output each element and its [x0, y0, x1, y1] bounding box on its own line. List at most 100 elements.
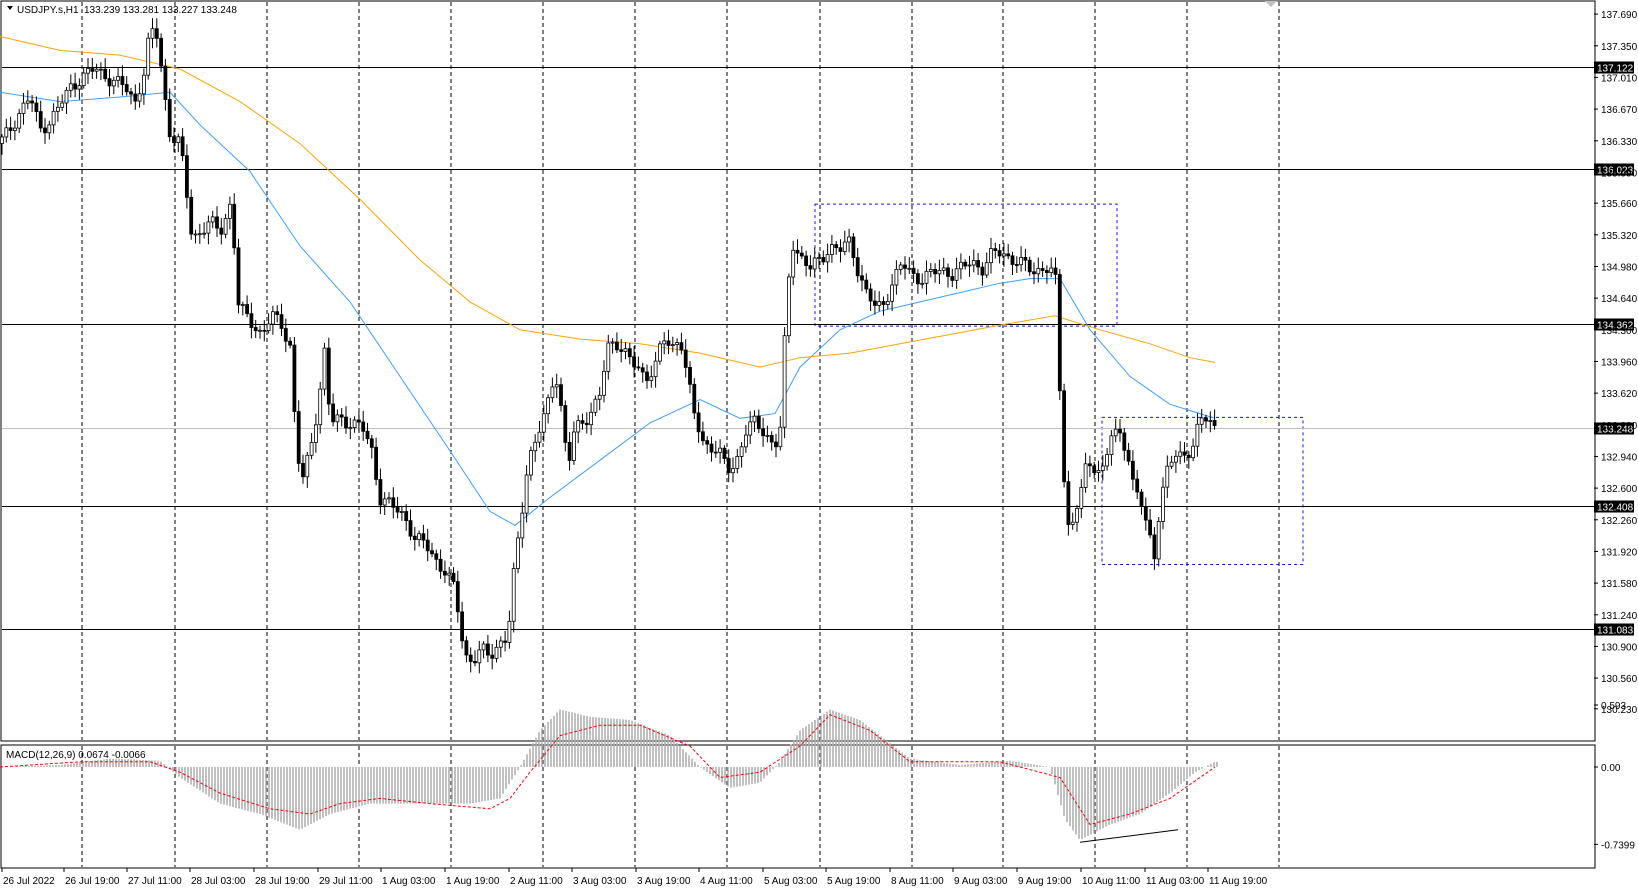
- candle-body: [563, 405, 568, 443]
- candle-body: [60, 102, 65, 108]
- time-grid: [81, 2, 1280, 867]
- candle-body: [610, 341, 615, 344]
- candle-body: [503, 640, 508, 643]
- candle-body: [670, 344, 675, 347]
- shift-marker-icon[interactable]: [1265, 1, 1277, 7]
- candle-body: [1178, 451, 1183, 457]
- candle-body: [301, 462, 305, 478]
- candle-body: [541, 413, 546, 433]
- candle-body: [34, 102, 39, 113]
- time-tick-label: 5 Aug 19:00: [827, 876, 881, 887]
- price-tick-label: 133.620: [1601, 389, 1638, 400]
- macd-panel-frame: [0, 744, 1596, 869]
- candle-body: [498, 640, 503, 648]
- candle-body: [593, 398, 598, 413]
- candle-body: [1057, 274, 1062, 392]
- candle-body: [1182, 451, 1187, 456]
- candle-body: [219, 227, 224, 235]
- candle-body: [378, 479, 383, 506]
- time-tick-label: 28 Jul 19:00: [255, 876, 310, 887]
- candle-body: [1148, 519, 1152, 536]
- candle-body: [744, 434, 748, 448]
- candle-body: [47, 124, 52, 134]
- candle-body: [825, 254, 830, 263]
- price-level-label: 134.362: [1597, 321, 1634, 332]
- candle-body: [765, 434, 770, 437]
- candle-body: [589, 411, 593, 426]
- candle-body: [615, 341, 619, 351]
- candle-body: [782, 335, 787, 428]
- candle-body: [1204, 417, 1208, 422]
- candle-body: [1036, 268, 1041, 275]
- candle-body: [1208, 420, 1213, 422]
- candle-body: [184, 155, 189, 198]
- candle-body: [51, 110, 56, 126]
- time-tick-label: 9 Aug 19:00: [1018, 876, 1072, 887]
- candle-body: [907, 267, 912, 270]
- candle-body: [1212, 420, 1217, 426]
- time-tick-label: 10 Aug 11:00: [1082, 876, 1141, 887]
- candle-body: [356, 419, 361, 423]
- candle-body: [197, 233, 202, 236]
- candle-body: [434, 553, 439, 560]
- candle-body: [266, 323, 271, 331]
- price-tick-label: 136.670: [1601, 105, 1638, 116]
- macd-tick-label: 0.00: [1601, 763, 1621, 774]
- price-tick-label: 130.560: [1601, 674, 1638, 685]
- candle-body: [520, 512, 525, 539]
- candle-body: [116, 76, 120, 81]
- candle-body: [176, 136, 181, 144]
- price-level-label: 136.023: [1597, 166, 1634, 177]
- candle-body: [1139, 491, 1144, 507]
- candle-body: [17, 113, 22, 129]
- candle-body: [94, 68, 99, 72]
- candle-body: [748, 421, 753, 436]
- price-tick-label: 132.600: [1601, 484, 1638, 495]
- candle-body: [38, 111, 43, 129]
- candle-body: [1135, 478, 1140, 493]
- candle-body: [679, 342, 684, 351]
- candle-body: [726, 458, 731, 474]
- macd-signal-line: [0, 714, 1216, 826]
- candle-body: [576, 420, 581, 433]
- candle-body: [129, 91, 133, 95]
- candle-body: [993, 248, 998, 252]
- price-tick-label: 137.690: [1601, 10, 1638, 21]
- candle-body: [408, 520, 413, 537]
- candle-body: [275, 311, 280, 316]
- time-tick-label: 1 Aug 03:00: [382, 876, 436, 887]
- price-level-label: 131.083: [1597, 626, 1634, 637]
- candle-body: [163, 65, 168, 100]
- candle-body: [240, 304, 245, 306]
- candle-body: [808, 265, 813, 270]
- horizontal-levels[interactable]: 137.122 136.023 134.362 132.408 131.083 133.2…: [2, 61, 1634, 637]
- candle-body: [490, 654, 495, 659]
- candle-body: [399, 511, 404, 513]
- candle-body: [546, 397, 550, 415]
- candle-body: [150, 28, 155, 39]
- candle-body: [1156, 521, 1161, 560]
- time-axis: 26 Jul 2022 26 Jul 19:00 27 Jul 11:00 28 Ju…: [1, 868, 1268, 887]
- candle-body: [1014, 264, 1019, 266]
- candle-body: [1006, 253, 1011, 257]
- candle-body: [43, 127, 47, 134]
- price-tick-label: 137.350: [1601, 42, 1638, 53]
- candle-body: [172, 136, 176, 143]
- price-tick-label: 134.640: [1601, 294, 1638, 305]
- candle-body: [21, 102, 26, 114]
- candle-body: [447, 572, 452, 576]
- symbol-menu-icon[interactable]: [7, 6, 13, 10]
- price-level-tag: [1594, 61, 1634, 74]
- candle-body: [318, 388, 323, 426]
- price-level-tag: [1594, 500, 1634, 513]
- candle-body: [662, 340, 667, 345]
- candle-body: [1126, 449, 1131, 462]
- candle-body: [812, 257, 817, 270]
- candle-body: [675, 342, 679, 346]
- time-tick-label: 2 Aug 11:00: [510, 876, 563, 887]
- candle-body: [120, 76, 125, 85]
- price-tick-label: 132.260: [1601, 516, 1638, 527]
- candle-body: [756, 415, 761, 430]
- candle-body: [640, 367, 645, 373]
